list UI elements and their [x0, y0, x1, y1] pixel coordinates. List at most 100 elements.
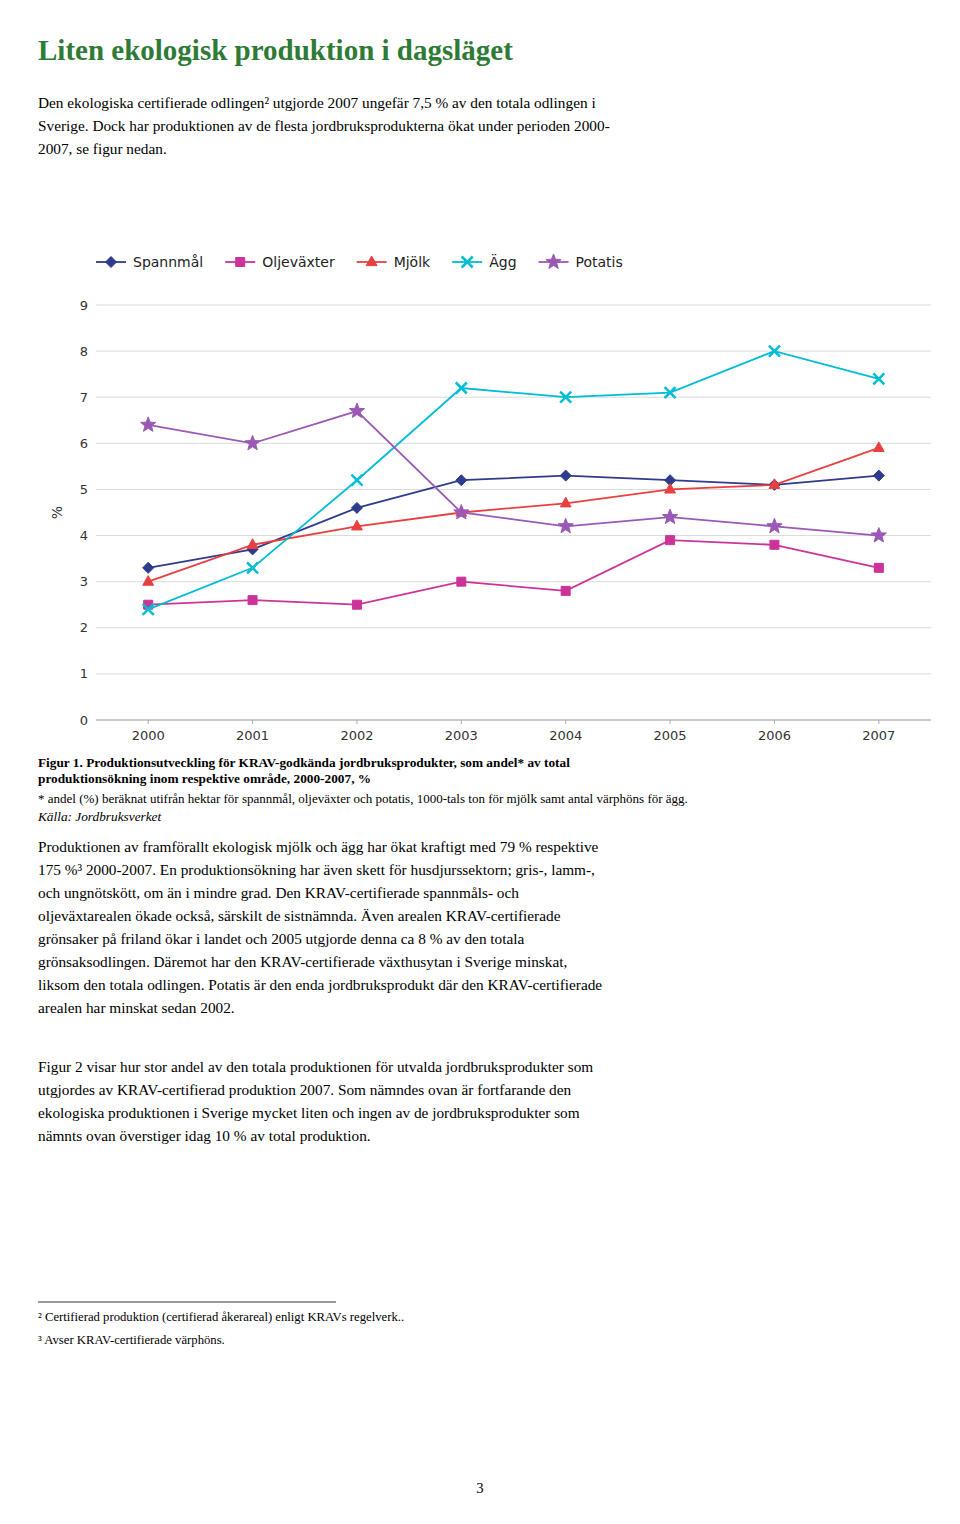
- point: [665, 483, 676, 493]
- point: [767, 518, 782, 532]
- grid-line: [96, 305, 931, 306]
- grid-line: [96, 535, 931, 536]
- grid-line: [96, 351, 931, 352]
- title: Liten ekologisk produktion i dagsläget: [38, 34, 513, 66]
- point: [247, 562, 258, 573]
- background: [0, 0, 960, 1524]
- point: [871, 528, 886, 542]
- series-line: [148, 476, 879, 568]
- point: [245, 435, 260, 449]
- body-text: oljeväxtarealen ökade också, särskilt de…: [38, 907, 561, 924]
- legend-label: Ägg: [489, 253, 516, 270]
- grid-line: [96, 489, 931, 490]
- y-tick-label: 6: [80, 436, 88, 451]
- series: [143, 346, 885, 615]
- point: [352, 520, 363, 530]
- x-tick-label: 2001: [236, 728, 269, 743]
- figure-caption: Figur 1. Produktionsutveckling för KRAV-…: [38, 755, 570, 770]
- x-tick: [774, 720, 775, 724]
- series-line: [148, 540, 879, 605]
- x-tick-label: 2005: [654, 728, 687, 743]
- point: [560, 392, 571, 403]
- y-tick-label: 8: [80, 344, 88, 359]
- legend: SpannmålOljeväxterMjölkÄggPotatis: [96, 253, 623, 270]
- x-tick: [148, 720, 149, 724]
- footnote: ³ Avser KRAV-certifierade värphöns.: [38, 1333, 225, 1347]
- point: [143, 576, 154, 586]
- y-tick-label: 3: [80, 574, 88, 589]
- point: [662, 509, 677, 523]
- figure-caption: produktionsökning inom respektive område…: [38, 771, 371, 786]
- series: [141, 403, 887, 542]
- point: [141, 417, 156, 431]
- body-text: 2007, se figur nedan.: [38, 140, 167, 157]
- series: [143, 442, 884, 585]
- legend-label: Mjölk: [394, 254, 431, 270]
- chart: 0123456789200020012002200320042005200620…: [49, 253, 931, 743]
- series: [143, 470, 885, 573]
- point: [769, 479, 780, 490]
- series-line: [148, 351, 879, 609]
- x-axis-line: [96, 720, 931, 721]
- point: [351, 475, 362, 486]
- body-text: utgjordes av KRAV-certifierad produktion…: [38, 1081, 571, 1098]
- body-text: arealen har minskat sedan 2002.: [38, 999, 235, 1016]
- x-tick-label: 2007: [862, 728, 895, 743]
- body-text: Sverige. Dock har produktionen av de fle…: [38, 117, 610, 134]
- legend-item: Potatis: [539, 254, 623, 270]
- point: [770, 540, 779, 549]
- legend-label: Potatis: [576, 254, 623, 270]
- point: [665, 387, 676, 398]
- y-axis-label: %: [49, 506, 65, 519]
- grid-line: [96, 581, 931, 582]
- point: [143, 604, 154, 615]
- point: [351, 502, 362, 513]
- caption-note: * andel (%) beräknat utifrån hektar för …: [38, 791, 688, 806]
- x-tick: [461, 720, 462, 724]
- y-tick-label: 1: [80, 666, 88, 681]
- y-tick-label: 2: [80, 620, 88, 635]
- grid-line: [96, 397, 931, 398]
- x-tick-label: 2000: [132, 728, 165, 743]
- point: [457, 577, 466, 586]
- page: Liten ekologisk produktion i dagslägetDe…: [0, 0, 960, 1524]
- caption-source: Källa: Jordbruksverket: [37, 809, 162, 824]
- point: [456, 383, 467, 394]
- legend-marker: [546, 254, 561, 268]
- y-tick-label: 4: [80, 528, 88, 543]
- x-tick-label: 2002: [340, 728, 373, 743]
- point: [248, 596, 257, 605]
- grid-line: [96, 720, 931, 721]
- point: [352, 600, 361, 609]
- series-line: [148, 411, 879, 536]
- legend-label: Spannmål: [133, 254, 203, 270]
- point: [560, 497, 571, 507]
- grid-line: [96, 673, 931, 674]
- x-tick-label: 2006: [758, 728, 791, 743]
- body-text: grönsaker på friland ökar i landet och 2…: [38, 930, 525, 947]
- page-number: 3: [476, 1480, 483, 1496]
- point: [247, 539, 258, 549]
- footnote: ² Certifierad produktion (certifierad åk…: [38, 1310, 404, 1324]
- y-tick-label: 7: [80, 390, 88, 405]
- body-text: 175 %³ 2000-2007. En produktionsökning h…: [38, 861, 595, 878]
- body-text: Produktionen av framförallt ekologisk mj…: [38, 838, 599, 855]
- y-tick-label: 9: [80, 298, 88, 313]
- x-tick: [670, 720, 671, 724]
- point: [873, 442, 884, 452]
- point: [873, 470, 884, 481]
- legend-item: Spannmål: [96, 254, 203, 270]
- series-line: [148, 448, 879, 582]
- body-text: liksom den totala odlingen. Potatis är d…: [38, 976, 602, 993]
- x-tick: [252, 720, 253, 724]
- point: [561, 586, 570, 595]
- body-text: ekologiska produktionen i Sverige mycket…: [38, 1104, 580, 1121]
- point: [558, 518, 573, 532]
- point: [769, 479, 780, 489]
- point: [666, 536, 675, 545]
- body-text: och ungnötskött, om än i mindre grad. De…: [38, 884, 519, 901]
- point: [143, 562, 154, 573]
- body-text: grönsaksodlingen. Däremot har den KRAV-c…: [38, 953, 567, 970]
- point: [874, 563, 883, 572]
- series: [144, 536, 884, 610]
